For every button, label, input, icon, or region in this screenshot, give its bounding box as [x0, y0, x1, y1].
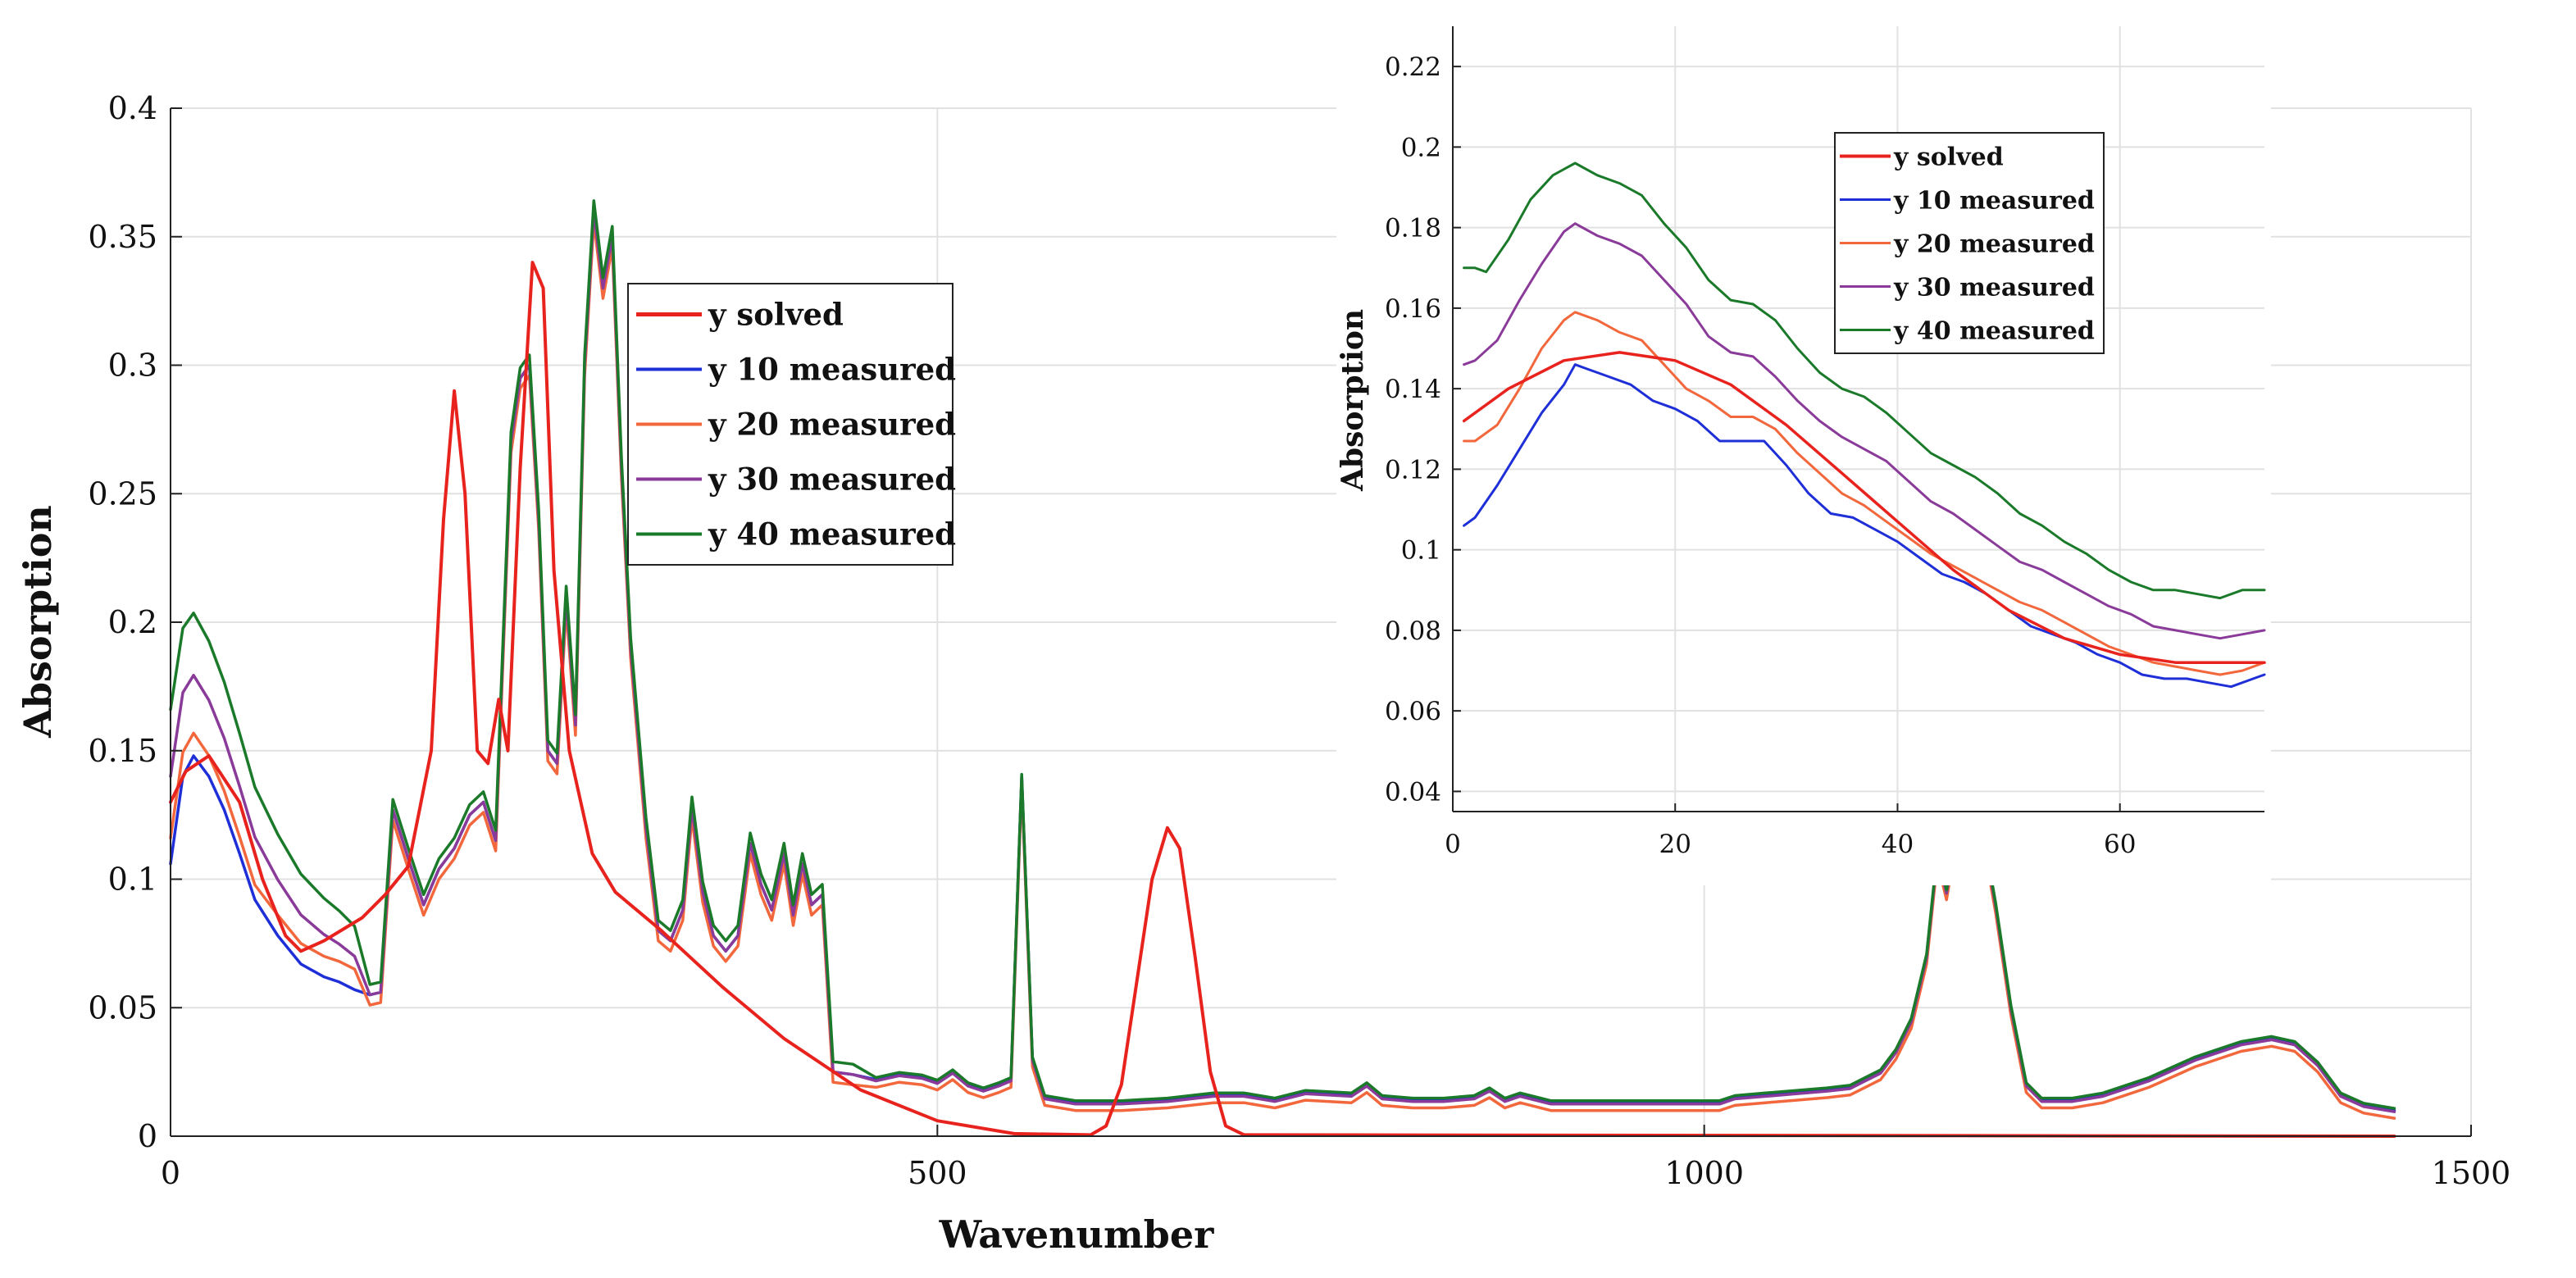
main-ticks: 0 0.05 0.1 0.15 0.2 0.25 0.3 0.35 0.4 0 500 1000 150… — [88, 90, 2510, 1191]
main-x-tick-label: 0 — [161, 1155, 180, 1191]
inset-x-tick-label: 60 — [2104, 830, 2136, 859]
inset-series — [1462, 161, 2266, 689]
inset-y-tick-label: 0.16 — [1385, 294, 1441, 324]
inset-background — [1336, 0, 2271, 885]
inset-y-tick-label: 0.14 — [1385, 375, 1441, 404]
inset-legend-label: y 20 measured — [1893, 230, 2095, 259]
inset-series-y-10-measured — [1463, 363, 2266, 689]
main-series-y-40-measured — [169, 199, 2396, 1110]
main-y-tick-label: 0.2 — [108, 604, 157, 640]
main-x-tick-label: 500 — [908, 1155, 967, 1191]
main-legend-label: y 40 measured — [708, 516, 956, 553]
main-series-y-solved — [169, 261, 2396, 1138]
main-series — [169, 199, 2396, 1138]
inset-series-y-30-measured — [1463, 222, 2266, 640]
main-y-tick-label: 0 — [138, 1118, 157, 1154]
inset-y-axis-label: Absorption — [1336, 309, 1370, 492]
inset-x-tick-label: 0 — [1445, 830, 1461, 859]
inset-x-tick-label: 40 — [1882, 830, 1914, 859]
main-legend-label: y solved — [708, 297, 844, 333]
main-y-axis-label: Absorption — [16, 505, 60, 739]
inset-y-tick-label: 0.2 — [1401, 133, 1441, 162]
inset-y-tick-label: 0.1 — [1401, 536, 1441, 566]
inset-y-tick-label: 0.08 — [1385, 616, 1441, 646]
inset-plot: 0.04 0.06 0.08 0.1 0.12 0.14 0.16 0.18 0.2 0.22 0 2… — [1336, 0, 2271, 885]
main-legend: y solved y 10 measured y 20 measured y 30 m… — [627, 283, 956, 566]
inset-legend: y solved y 10 measured y 20 measured y 30 m… — [1834, 132, 2105, 354]
inset-y-tick-label: 0.18 — [1385, 214, 1441, 243]
inset-legend-label: y 10 measured — [1893, 187, 2095, 216]
main-x-axis-label: Wavenumber — [939, 1212, 1214, 1257]
main-y-tick-label: 0.4 — [108, 90, 157, 126]
main-legend-label: y 20 measured — [708, 407, 956, 443]
inset-legend-label: y solved — [1893, 143, 2004, 172]
inset-series-y-40-measured — [1463, 161, 2266, 600]
inset-series-y-20-measured — [1463, 311, 2266, 676]
inset-x-tick-label: 20 — [1659, 830, 1691, 859]
main-y-tick-label: 0.35 — [88, 219, 157, 255]
main-legend-label: y 10 measured — [708, 352, 956, 388]
inset-y-tick-label: 0.06 — [1385, 697, 1441, 726]
inset-axes — [1452, 26, 2264, 812]
inset-y-tick-label: 0.22 — [1385, 52, 1441, 82]
main-y-tick-label: 0.15 — [88, 733, 157, 769]
inset-y-tick-label: 0.12 — [1385, 455, 1441, 484]
main-y-tick-label: 0.1 — [108, 862, 157, 898]
inset-ticks: 0.04 0.06 0.08 0.1 0.12 0.14 0.16 0.18 0.2 0.22 0 2… — [1385, 52, 2136, 859]
main-legend-label: y 30 measured — [708, 462, 956, 498]
main-y-tick-label: 0.3 — [108, 348, 157, 384]
main-x-tick-label: 1000 — [1664, 1155, 1744, 1191]
main-x-tick-label: 1500 — [2432, 1155, 2511, 1191]
inset-legend-label: y 30 measured — [1893, 274, 2095, 302]
main-y-tick-label: 0.25 — [88, 475, 157, 512]
main-plot: 0 0.05 0.1 0.15 0.2 0.25 0.3 0.35 0.4 0 500 1000 150… — [16, 90, 2510, 1257]
inset-y-tick-label: 0.04 — [1385, 777, 1441, 807]
inset-legend-label: y 40 measured — [1893, 317, 2095, 346]
main-y-tick-label: 0.05 — [88, 989, 157, 1026]
inset-series-y-solved — [1462, 351, 2266, 664]
